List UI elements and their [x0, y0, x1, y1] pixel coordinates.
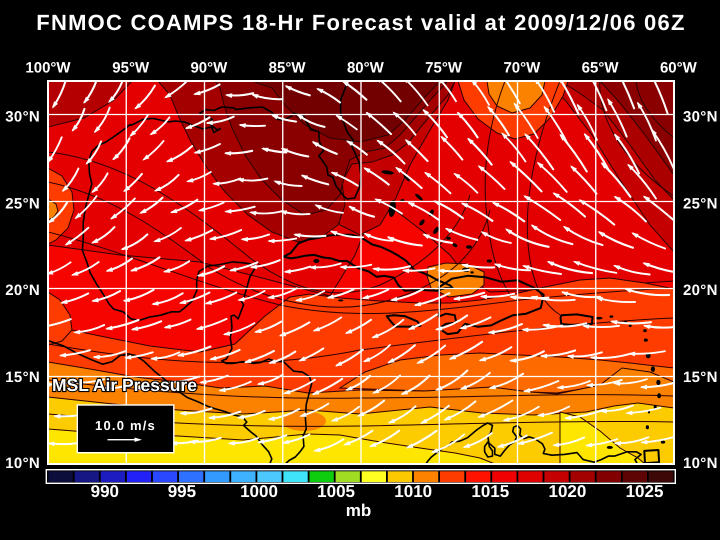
- svg-text:10.0 m/s: 10.0 m/s: [95, 418, 156, 433]
- svg-text:1010: 1010: [394, 482, 432, 501]
- svg-text:20°N: 20°N: [683, 282, 718, 299]
- svg-text:25°N: 25°N: [5, 196, 40, 213]
- svg-text:15°N: 15°N: [5, 369, 40, 386]
- svg-text:1025: 1025: [626, 482, 664, 501]
- svg-text:30°N: 30°N: [683, 109, 718, 126]
- svg-text:25°N: 25°N: [683, 196, 718, 213]
- svg-text:1005: 1005: [317, 482, 355, 501]
- svg-text:15°N: 15°N: [683, 369, 718, 386]
- svg-text:100°W: 100°W: [25, 60, 71, 77]
- svg-text:20°N: 20°N: [5, 282, 40, 299]
- svg-text:30°N: 30°N: [5, 109, 40, 126]
- svg-text:80°W: 80°W: [347, 60, 385, 77]
- svg-text:990: 990: [91, 482, 119, 501]
- svg-text:75°W: 75°W: [425, 60, 463, 77]
- svg-text:MSL Air Pressure: MSL Air Pressure: [52, 375, 197, 395]
- svg-text:70°W: 70°W: [503, 60, 541, 77]
- svg-text:60°W: 60°W: [660, 60, 698, 77]
- svg-text:1015: 1015: [471, 482, 509, 501]
- svg-text:mb: mb: [346, 501, 372, 520]
- svg-text:65°W: 65°W: [582, 60, 620, 77]
- svg-text:90°W: 90°W: [190, 60, 228, 77]
- svg-text:995: 995: [168, 482, 196, 501]
- svg-text:85°W: 85°W: [269, 60, 307, 77]
- svg-text:10°N: 10°N: [683, 455, 718, 472]
- svg-text:FNMOC COAMPS 18-Hr Forecast va: FNMOC COAMPS 18-Hr Forecast valid at 200…: [36, 10, 685, 35]
- svg-text:95°W: 95°W: [112, 60, 150, 77]
- svg-text:1020: 1020: [548, 482, 586, 501]
- svg-text:1000: 1000: [240, 482, 278, 501]
- svg-text:10°N: 10°N: [5, 455, 40, 472]
